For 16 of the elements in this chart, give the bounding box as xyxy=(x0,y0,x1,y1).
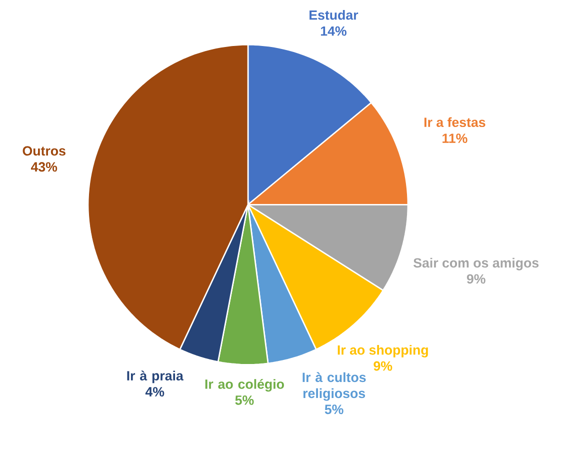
data-label: 5% xyxy=(324,404,344,414)
data-label: 9% xyxy=(466,274,486,284)
slice-label: Ir à cultos religiosos xyxy=(302,372,366,401)
slice-label: Ir a festas xyxy=(424,117,486,128)
slice-label: Outros xyxy=(22,146,66,156)
data-label: 43% xyxy=(30,162,58,172)
slice-label: Ir à praia xyxy=(127,370,184,384)
slice-label: Ir ao shopping xyxy=(338,344,428,358)
data-label: 5% xyxy=(235,395,254,405)
slice-label: Ir ao colégio xyxy=(205,378,284,392)
slice-label: Sair com os amigos xyxy=(413,258,539,270)
data-label: 4% xyxy=(145,387,164,396)
data-label: 14% xyxy=(320,26,346,36)
slice-label: Estudar xyxy=(310,10,358,20)
data-label: 9% xyxy=(374,361,392,371)
data-label: 11% xyxy=(442,134,468,144)
